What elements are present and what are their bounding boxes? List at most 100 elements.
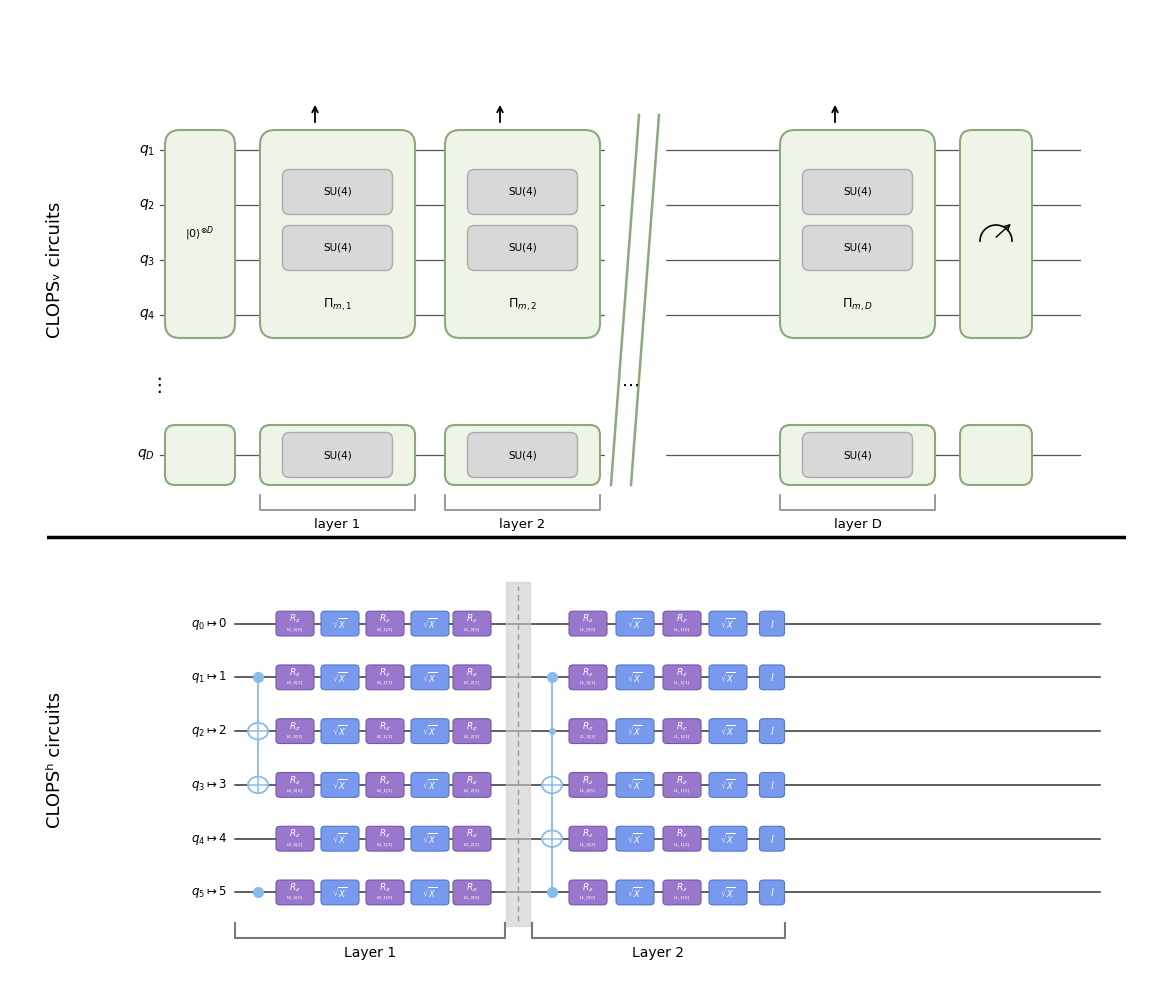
FancyBboxPatch shape (445, 425, 601, 485)
Text: L1_1[1]: L1_1[1] (673, 681, 690, 685)
Text: $\sqrt{X}$: $\sqrt{X}$ (628, 778, 643, 792)
FancyBboxPatch shape (569, 719, 606, 744)
Text: $l$: $l$ (769, 779, 774, 791)
Text: $\sqrt{X}$: $\sqrt{X}$ (332, 831, 347, 846)
Text: $R_z$: $R_z$ (582, 828, 594, 840)
FancyBboxPatch shape (802, 432, 913, 478)
FancyBboxPatch shape (453, 772, 491, 797)
Text: L0_2[5]: L0_2[5] (463, 788, 480, 792)
Text: $q_2$: $q_2$ (138, 198, 155, 213)
Text: L1_0[3]: L1_0[3] (579, 735, 596, 739)
Text: $\sqrt{X}$: $\sqrt{X}$ (422, 778, 438, 792)
FancyBboxPatch shape (708, 772, 747, 797)
FancyBboxPatch shape (759, 772, 785, 797)
Text: $R_z$: $R_z$ (582, 720, 594, 733)
Text: L1_0[0]: L1_0[0] (579, 627, 596, 631)
Text: $\sqrt{X}$: $\sqrt{X}$ (422, 831, 438, 846)
FancyBboxPatch shape (165, 130, 235, 338)
Text: SU(4): SU(4) (843, 450, 872, 460)
FancyBboxPatch shape (616, 772, 655, 797)
Text: $\sqrt{X}$: $\sqrt{X}$ (628, 831, 643, 846)
FancyBboxPatch shape (663, 719, 701, 744)
Text: $R_z$: $R_z$ (379, 882, 391, 894)
Text: L1_0[2]: L1_0[2] (579, 842, 596, 846)
Circle shape (248, 777, 267, 793)
FancyBboxPatch shape (616, 719, 655, 744)
FancyBboxPatch shape (411, 772, 449, 797)
Text: $q_D$: $q_D$ (137, 448, 155, 462)
Text: $\Pi_{m,1}$: $\Pi_{m,1}$ (323, 297, 352, 313)
Text: $R_z$: $R_z$ (466, 613, 477, 625)
Text: $\vdots$: $\vdots$ (149, 375, 162, 395)
Text: $\sqrt{X}$: $\sqrt{X}$ (332, 724, 347, 738)
FancyBboxPatch shape (708, 826, 747, 851)
Text: $q_3 \mapsto 3$: $q_3 \mapsto 3$ (191, 777, 228, 793)
Text: CLOPSʰ circuits: CLOPSʰ circuits (46, 692, 65, 828)
Text: $\Pi_{m,D}$: $\Pi_{m,D}$ (842, 297, 873, 313)
FancyBboxPatch shape (366, 611, 404, 636)
Text: Layer 2: Layer 2 (632, 946, 685, 960)
Text: $q_4$: $q_4$ (138, 308, 155, 322)
Text: L0_1[1]: L0_1[1] (377, 681, 393, 685)
Text: CLOPSᵥ circuits: CLOPSᵥ circuits (46, 202, 65, 338)
Text: $l$: $l$ (769, 671, 774, 683)
FancyBboxPatch shape (453, 880, 491, 905)
Text: L1_1[0]: L1_1[0] (673, 627, 690, 631)
FancyBboxPatch shape (276, 665, 314, 690)
Text: L0_0[2]: L0_0[2] (287, 842, 303, 846)
FancyBboxPatch shape (759, 880, 785, 905)
FancyBboxPatch shape (663, 826, 701, 851)
Text: L0_1[5]: L0_1[5] (377, 788, 393, 792)
FancyBboxPatch shape (276, 611, 314, 636)
FancyBboxPatch shape (321, 611, 359, 636)
Text: $\sqrt{X}$: $\sqrt{X}$ (720, 616, 735, 631)
FancyBboxPatch shape (366, 665, 404, 690)
Text: L0_0[1]: L0_0[1] (287, 681, 303, 685)
Circle shape (542, 777, 562, 793)
Text: $R_z$: $R_z$ (582, 667, 594, 679)
Text: $\sqrt{X}$: $\sqrt{X}$ (720, 778, 735, 792)
FancyBboxPatch shape (616, 665, 655, 690)
Text: $l$: $l$ (769, 833, 774, 845)
Text: $q_1 \mapsto 1$: $q_1 \mapsto 1$ (191, 669, 228, 685)
Text: $R_z$: $R_z$ (676, 667, 687, 679)
Text: L0_1[0]: L0_1[0] (377, 896, 393, 900)
FancyBboxPatch shape (453, 611, 491, 636)
Text: SU(4): SU(4) (508, 243, 537, 253)
FancyBboxPatch shape (468, 432, 577, 478)
FancyBboxPatch shape (802, 169, 913, 215)
FancyBboxPatch shape (708, 611, 747, 636)
FancyBboxPatch shape (468, 169, 577, 215)
Text: SU(4): SU(4) (508, 450, 537, 460)
FancyBboxPatch shape (663, 880, 701, 905)
Text: L0_2[0]: L0_2[0] (463, 627, 480, 631)
FancyBboxPatch shape (165, 425, 235, 485)
FancyBboxPatch shape (276, 719, 314, 744)
Text: $R_z$: $R_z$ (289, 882, 300, 894)
Text: SU(4): SU(4) (323, 243, 352, 253)
Text: $q_4 \mapsto 4$: $q_4 \mapsto 4$ (191, 831, 228, 847)
FancyBboxPatch shape (759, 665, 785, 690)
FancyBboxPatch shape (411, 719, 449, 744)
Text: $R_z$: $R_z$ (289, 774, 300, 787)
Text: $q_5 \mapsto 5$: $q_5 \mapsto 5$ (191, 884, 228, 900)
Text: $R_z$: $R_z$ (289, 667, 300, 679)
Text: L1_0[5]: L1_0[5] (579, 788, 596, 792)
FancyBboxPatch shape (616, 880, 655, 905)
Text: $\sqrt{X}$: $\sqrt{X}$ (628, 724, 643, 738)
FancyBboxPatch shape (468, 226, 577, 270)
Text: $R_z$: $R_z$ (466, 720, 477, 733)
FancyBboxPatch shape (569, 611, 606, 636)
FancyBboxPatch shape (569, 826, 606, 851)
FancyBboxPatch shape (411, 611, 449, 636)
FancyBboxPatch shape (708, 665, 747, 690)
FancyBboxPatch shape (663, 772, 701, 797)
FancyBboxPatch shape (802, 226, 913, 270)
FancyBboxPatch shape (260, 130, 415, 338)
Text: $R_z$: $R_z$ (466, 774, 477, 787)
FancyBboxPatch shape (260, 425, 415, 485)
Text: $\sqrt{X}$: $\sqrt{X}$ (720, 831, 735, 846)
Text: L0_0[0]: L0_0[0] (287, 896, 303, 900)
Text: $R_z$: $R_z$ (379, 667, 391, 679)
FancyBboxPatch shape (366, 772, 404, 797)
